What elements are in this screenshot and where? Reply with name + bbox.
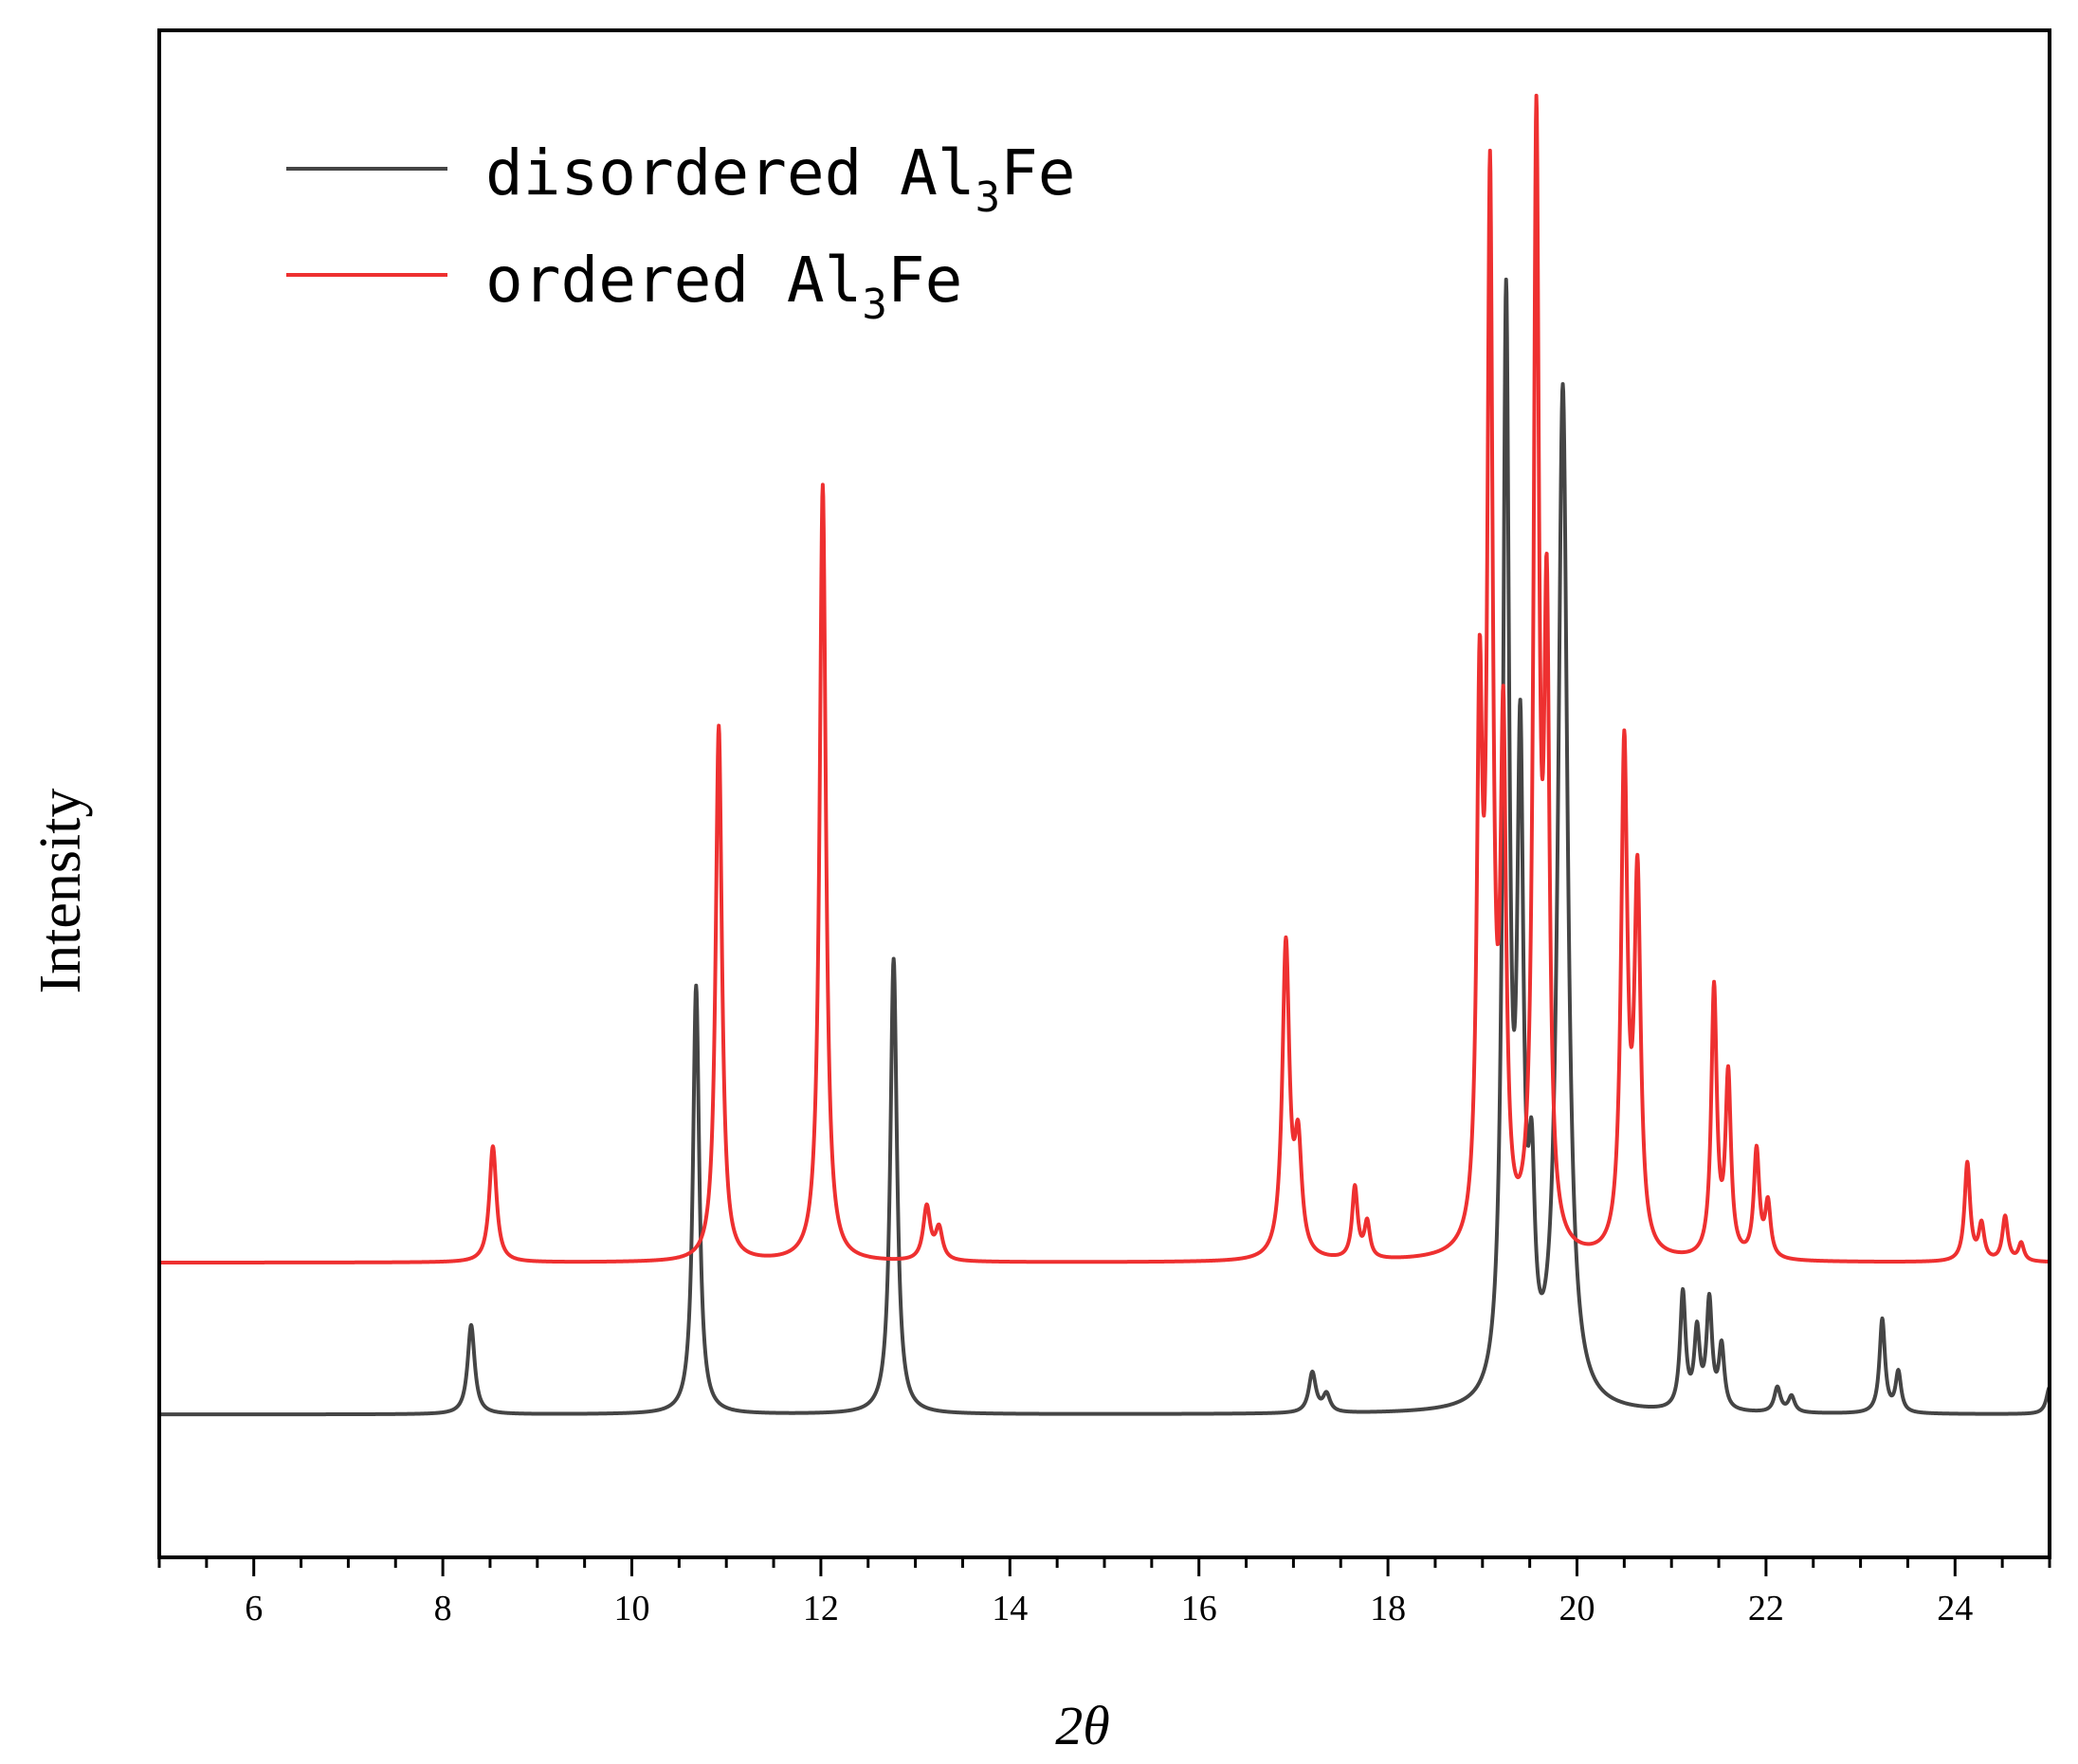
x-tick-label: 12	[803, 1589, 839, 1628]
x-tick-label: 20	[1559, 1589, 1595, 1628]
x-tick-label: 10	[614, 1589, 650, 1628]
legend-label-disordered: disordered Al3Fe	[485, 136, 1076, 222]
legend-label-ordered: ordered Al3Fe	[485, 244, 962, 329]
x-axis-title: 2θ	[1055, 1695, 1110, 1756]
series-layer	[157, 93, 2051, 1417]
series-line-disordered	[157, 277, 2051, 1417]
legend: disordered Al3Fe ordered Al3Fe	[286, 136, 1076, 329]
x-axis-ticks: 6 8 10 12 14 16 18 20 22 24	[157, 1557, 2051, 1628]
x-tick-label: 14	[992, 1589, 1028, 1628]
plot-frame	[157, 28, 2051, 1559]
x-tick-label: 24	[1937, 1589, 1973, 1628]
x-tick-label: 22	[1748, 1589, 1784, 1628]
x-tick-label: 6	[245, 1589, 263, 1628]
x-tick-label: 8	[434, 1589, 452, 1628]
series-line-ordered	[157, 93, 2051, 1264]
y-axis-title: Intensity	[28, 789, 93, 994]
x-tick-label: 18	[1370, 1589, 1406, 1628]
x-tick-label: 16	[1181, 1589, 1217, 1628]
